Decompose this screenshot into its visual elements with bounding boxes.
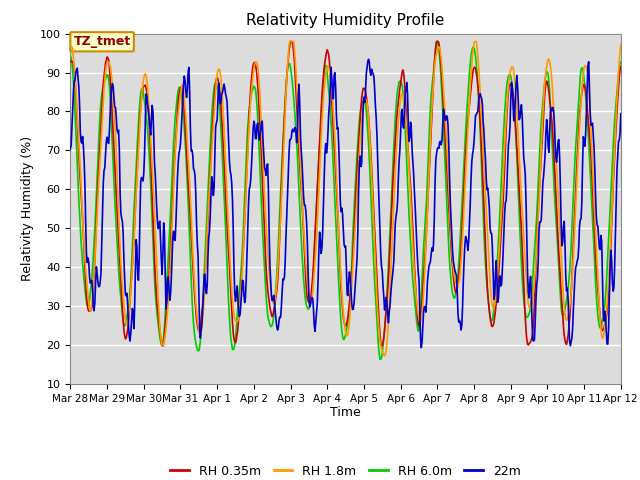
Line: RH 0.35m: RH 0.35m [70, 41, 621, 346]
RH 6.0m [67, 53, 74, 59]
Y-axis label: Relativity Humidity (%): Relativity Humidity (%) [21, 136, 34, 281]
RH 6.0m [433, 39, 441, 45]
22m [617, 111, 625, 117]
22m [337, 209, 345, 215]
RH 1.8m [617, 42, 625, 48]
22m [188, 148, 195, 154]
RH 6.0m [392, 115, 399, 120]
RH 6.0m [568, 226, 576, 232]
RH 0.35m [339, 307, 346, 312]
RH 6.0m [188, 278, 195, 284]
RH 0.35m [447, 232, 454, 238]
22m [365, 57, 372, 62]
RH 0.35m [287, 38, 294, 44]
RH 6.0m [376, 357, 384, 362]
RH 6.0m [211, 81, 219, 87]
RH 0.35m [67, 59, 74, 64]
RH 1.8m [338, 289, 346, 295]
RH 6.0m [337, 319, 345, 325]
RH 0.35m [392, 125, 400, 131]
RH 1.8m [188, 212, 195, 218]
Text: TZ_tmet: TZ_tmet [74, 36, 131, 48]
RH 0.35m [188, 245, 196, 251]
22m [447, 200, 454, 206]
RH 0.35m [212, 80, 220, 85]
22m [417, 345, 425, 350]
RH 0.35m [159, 343, 167, 349]
22m [211, 151, 219, 156]
RH 0.35m [617, 64, 625, 70]
22m [392, 220, 399, 226]
RH 1.8m [568, 280, 576, 286]
RH 1.8m [211, 98, 219, 104]
RH 1.8m [381, 353, 388, 359]
RH 6.0m [617, 59, 625, 65]
RH 1.8m [392, 155, 400, 160]
22m [67, 146, 74, 152]
X-axis label: Time: Time [330, 407, 361, 420]
Line: RH 6.0m: RH 6.0m [70, 42, 621, 360]
Legend: RH 0.35m, RH 1.8m, RH 6.0m, 22m: RH 0.35m, RH 1.8m, RH 6.0m, 22m [165, 460, 526, 480]
RH 1.8m [447, 218, 454, 224]
RH 0.35m [568, 276, 576, 282]
RH 1.8m [67, 42, 74, 48]
RH 1.8m [286, 38, 294, 44]
Line: RH 1.8m: RH 1.8m [70, 41, 621, 356]
RH 6.0m [447, 270, 454, 276]
Line: 22m: 22m [70, 60, 621, 348]
22m [568, 335, 576, 341]
Title: Relativity Humidity Profile: Relativity Humidity Profile [246, 13, 445, 28]
